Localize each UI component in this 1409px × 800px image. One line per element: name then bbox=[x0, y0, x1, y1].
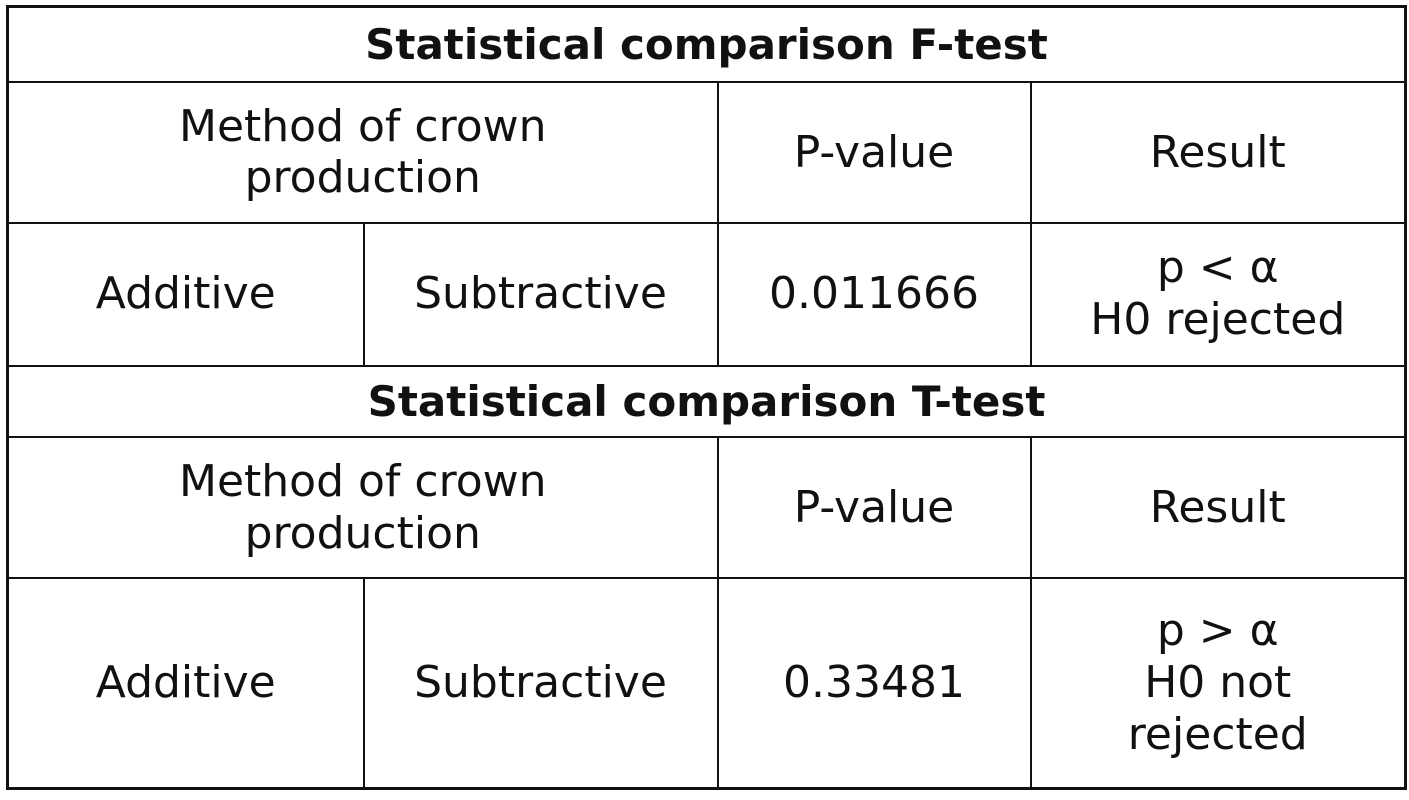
f-test-method-header: Method of crown production bbox=[6, 81, 719, 224]
f-test-title-row: Statistical comparison F-test bbox=[6, 5, 1407, 84]
t-test-result-line3: rejected bbox=[1127, 709, 1308, 761]
method-header-line2: production bbox=[244, 507, 481, 559]
t-test-data-row: Additive Subtractive 0.33481 p > α H0 no… bbox=[6, 577, 1407, 790]
t-test-method-b: Subtractive bbox=[362, 577, 719, 790]
f-test-result-line2: H0 rejected bbox=[1090, 294, 1346, 346]
method-header-line2: production bbox=[244, 152, 481, 204]
f-test-result-line1: p < α bbox=[1156, 242, 1279, 294]
t-test-result-line2: H0 not bbox=[1144, 657, 1292, 709]
t-test-result: p > α H0 not rejected bbox=[1029, 577, 1407, 790]
f-test-pvalue-header: P-value bbox=[716, 81, 1032, 224]
t-test-pvalue: 0.33481 bbox=[716, 577, 1032, 790]
method-header-line1: Method of crown bbox=[178, 100, 547, 152]
t-test-result-header: Result bbox=[1029, 436, 1407, 580]
f-test-title: Statistical comparison F-test bbox=[6, 5, 1407, 84]
t-test-result-line1: p > α bbox=[1156, 605, 1279, 657]
f-test-data-row: Additive Subtractive 0.011666 p < α H0 r… bbox=[6, 221, 1407, 367]
f-test-method-b: Subtractive bbox=[362, 221, 719, 367]
statistical-comparison-table: Statistical comparison F-test Method of … bbox=[6, 5, 1407, 790]
f-test-pvalue: 0.011666 bbox=[716, 221, 1032, 367]
t-test-method-header: Method of crown production bbox=[6, 436, 719, 580]
f-test-method-a: Additive bbox=[6, 221, 365, 367]
method-header-line1: Method of crown bbox=[178, 455, 547, 507]
f-test-result: p < α H0 rejected bbox=[1029, 221, 1407, 367]
f-test-header-row: Method of crown production P-value Resul… bbox=[6, 81, 1407, 224]
t-test-title-row: Statistical comparison T-test bbox=[6, 364, 1407, 439]
t-test-title: Statistical comparison T-test bbox=[6, 364, 1407, 439]
t-test-header-row: Method of crown production P-value Resul… bbox=[6, 436, 1407, 580]
t-test-pvalue-header: P-value bbox=[716, 436, 1032, 580]
t-test-method-a: Additive bbox=[6, 577, 365, 790]
f-test-result-header: Result bbox=[1029, 81, 1407, 224]
